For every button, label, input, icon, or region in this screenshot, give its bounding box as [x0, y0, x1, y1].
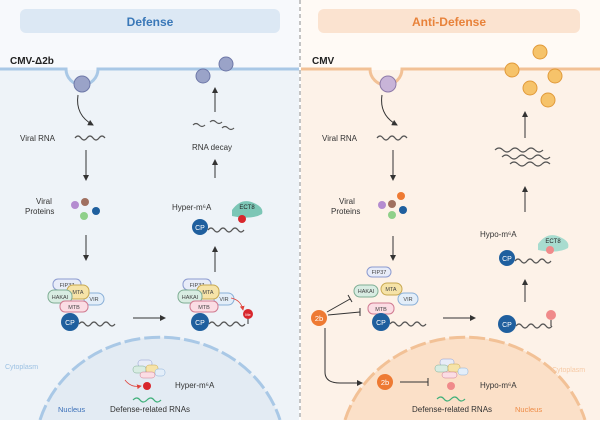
rna-decay-label: RNA decay	[192, 143, 232, 152]
2b-label: 2b	[315, 314, 323, 323]
me-icon	[238, 215, 246, 223]
cp-icon	[191, 313, 209, 331]
mtb-label: MTB	[375, 307, 387, 313]
mtb-label: MTB	[68, 305, 80, 311]
me-icon	[243, 309, 253, 319]
defense-title: Defense	[127, 15, 174, 29]
vir-label: VIR	[89, 297, 98, 303]
cp-icon	[498, 315, 516, 333]
defense-rnas-label-left: Defense-related RNAs	[110, 405, 190, 414]
nucleus-left	[38, 335, 282, 421]
cp-label: CP	[502, 322, 512, 329]
viral-proteins-label-right-2: Proteins	[331, 207, 360, 216]
ect8-icon	[232, 201, 263, 218]
defense-rna-icon	[132, 397, 162, 403]
anti-defense-header	[318, 9, 580, 33]
fip37-label: FIP37	[60, 283, 75, 289]
anti-defense-title: Anti-Defense	[412, 15, 486, 29]
cp-label: CP	[376, 320, 386, 327]
cytoplasm-label-left: Cytoplasm	[5, 364, 38, 371]
hakai-label: HAKAI	[52, 295, 69, 301]
inhibition-icon	[400, 378, 429, 386]
methyltransferase-complex	[434, 358, 469, 379]
cp-label: CP	[195, 320, 205, 327]
rna-fragments-icon	[192, 119, 235, 131]
viral-proteins-icon	[71, 198, 100, 220]
nuclear-hypo-m6a-label: Hypo-m⁶A	[480, 381, 517, 390]
ect8-icon	[538, 235, 569, 252]
viral-proteins-label-left-2: Proteins	[25, 207, 54, 216]
ect8-label: ECT8	[239, 205, 255, 211]
hyper-m6a-label: Hyper-m⁶A	[172, 203, 212, 212]
virus-icon	[73, 56, 234, 93]
defense-rnas-label-right: Defense-related RNAs	[412, 405, 492, 414]
mta-label: MTA	[385, 287, 397, 293]
dissociated-complex: FIP37 HAKAI MTA VIR MTB	[353, 266, 419, 315]
viral-proteins-label-left: Viral	[36, 197, 52, 206]
cp-icon	[61, 313, 79, 331]
viral-rna-icon	[74, 135, 106, 141]
hypo-m6a-label: Hypo-m⁶A	[480, 230, 517, 239]
viral-rna-label-left: Viral RNA	[20, 134, 56, 143]
cp-label: CP	[65, 320, 75, 327]
me-icon	[546, 246, 554, 254]
viral-proteins-icon	[378, 192, 407, 219]
fip37-label: FIP37	[372, 270, 387, 276]
cp-icon	[499, 250, 515, 266]
cp-label: CP	[195, 225, 205, 232]
2b-protein-icon	[377, 374, 393, 390]
nuclear-hyper-m6a-label: Hyper-m⁶A	[175, 381, 215, 390]
mta-label: MTA	[72, 290, 84, 296]
cytoplasm-label-right: Cytoplasm	[552, 367, 585, 374]
ect8-label: ECT8	[545, 239, 561, 245]
viral-proteins-label-right: Viral	[339, 197, 355, 206]
2b-protein-icon	[311, 310, 327, 326]
me-icon	[143, 382, 151, 390]
nucleus-label-right: Nucleus	[515, 405, 542, 414]
defense-rna-icon	[436, 396, 466, 402]
cp-icon	[192, 219, 208, 235]
viral-rna-label-right: Viral RNA	[322, 134, 358, 143]
hakai-label: HAKAI	[358, 289, 375, 295]
me-label: Me	[245, 312, 251, 317]
cp-icon	[372, 313, 390, 331]
defense-header	[20, 9, 280, 33]
nucleus-label-left: Nucleus	[58, 405, 85, 414]
virus-cluster-icon	[379, 44, 563, 108]
nucleus-right	[343, 335, 587, 421]
strain-label-right: CMV	[312, 56, 335, 67]
cp-label: CP	[502, 256, 512, 263]
vir-label: VIR	[403, 297, 412, 303]
methyltransferase-complex	[132, 359, 166, 379]
methyltransferase-complex: FIP37 VIR MTA HAKAI MTB	[47, 278, 105, 313]
viral-rna-replication-icon	[494, 147, 551, 167]
strain-label-left: CMV-Δ2b	[10, 56, 54, 67]
me-icon	[546, 310, 556, 320]
me-icon	[447, 382, 455, 390]
2b-label: 2b	[381, 378, 389, 387]
inhibition-icon	[326, 294, 361, 316]
